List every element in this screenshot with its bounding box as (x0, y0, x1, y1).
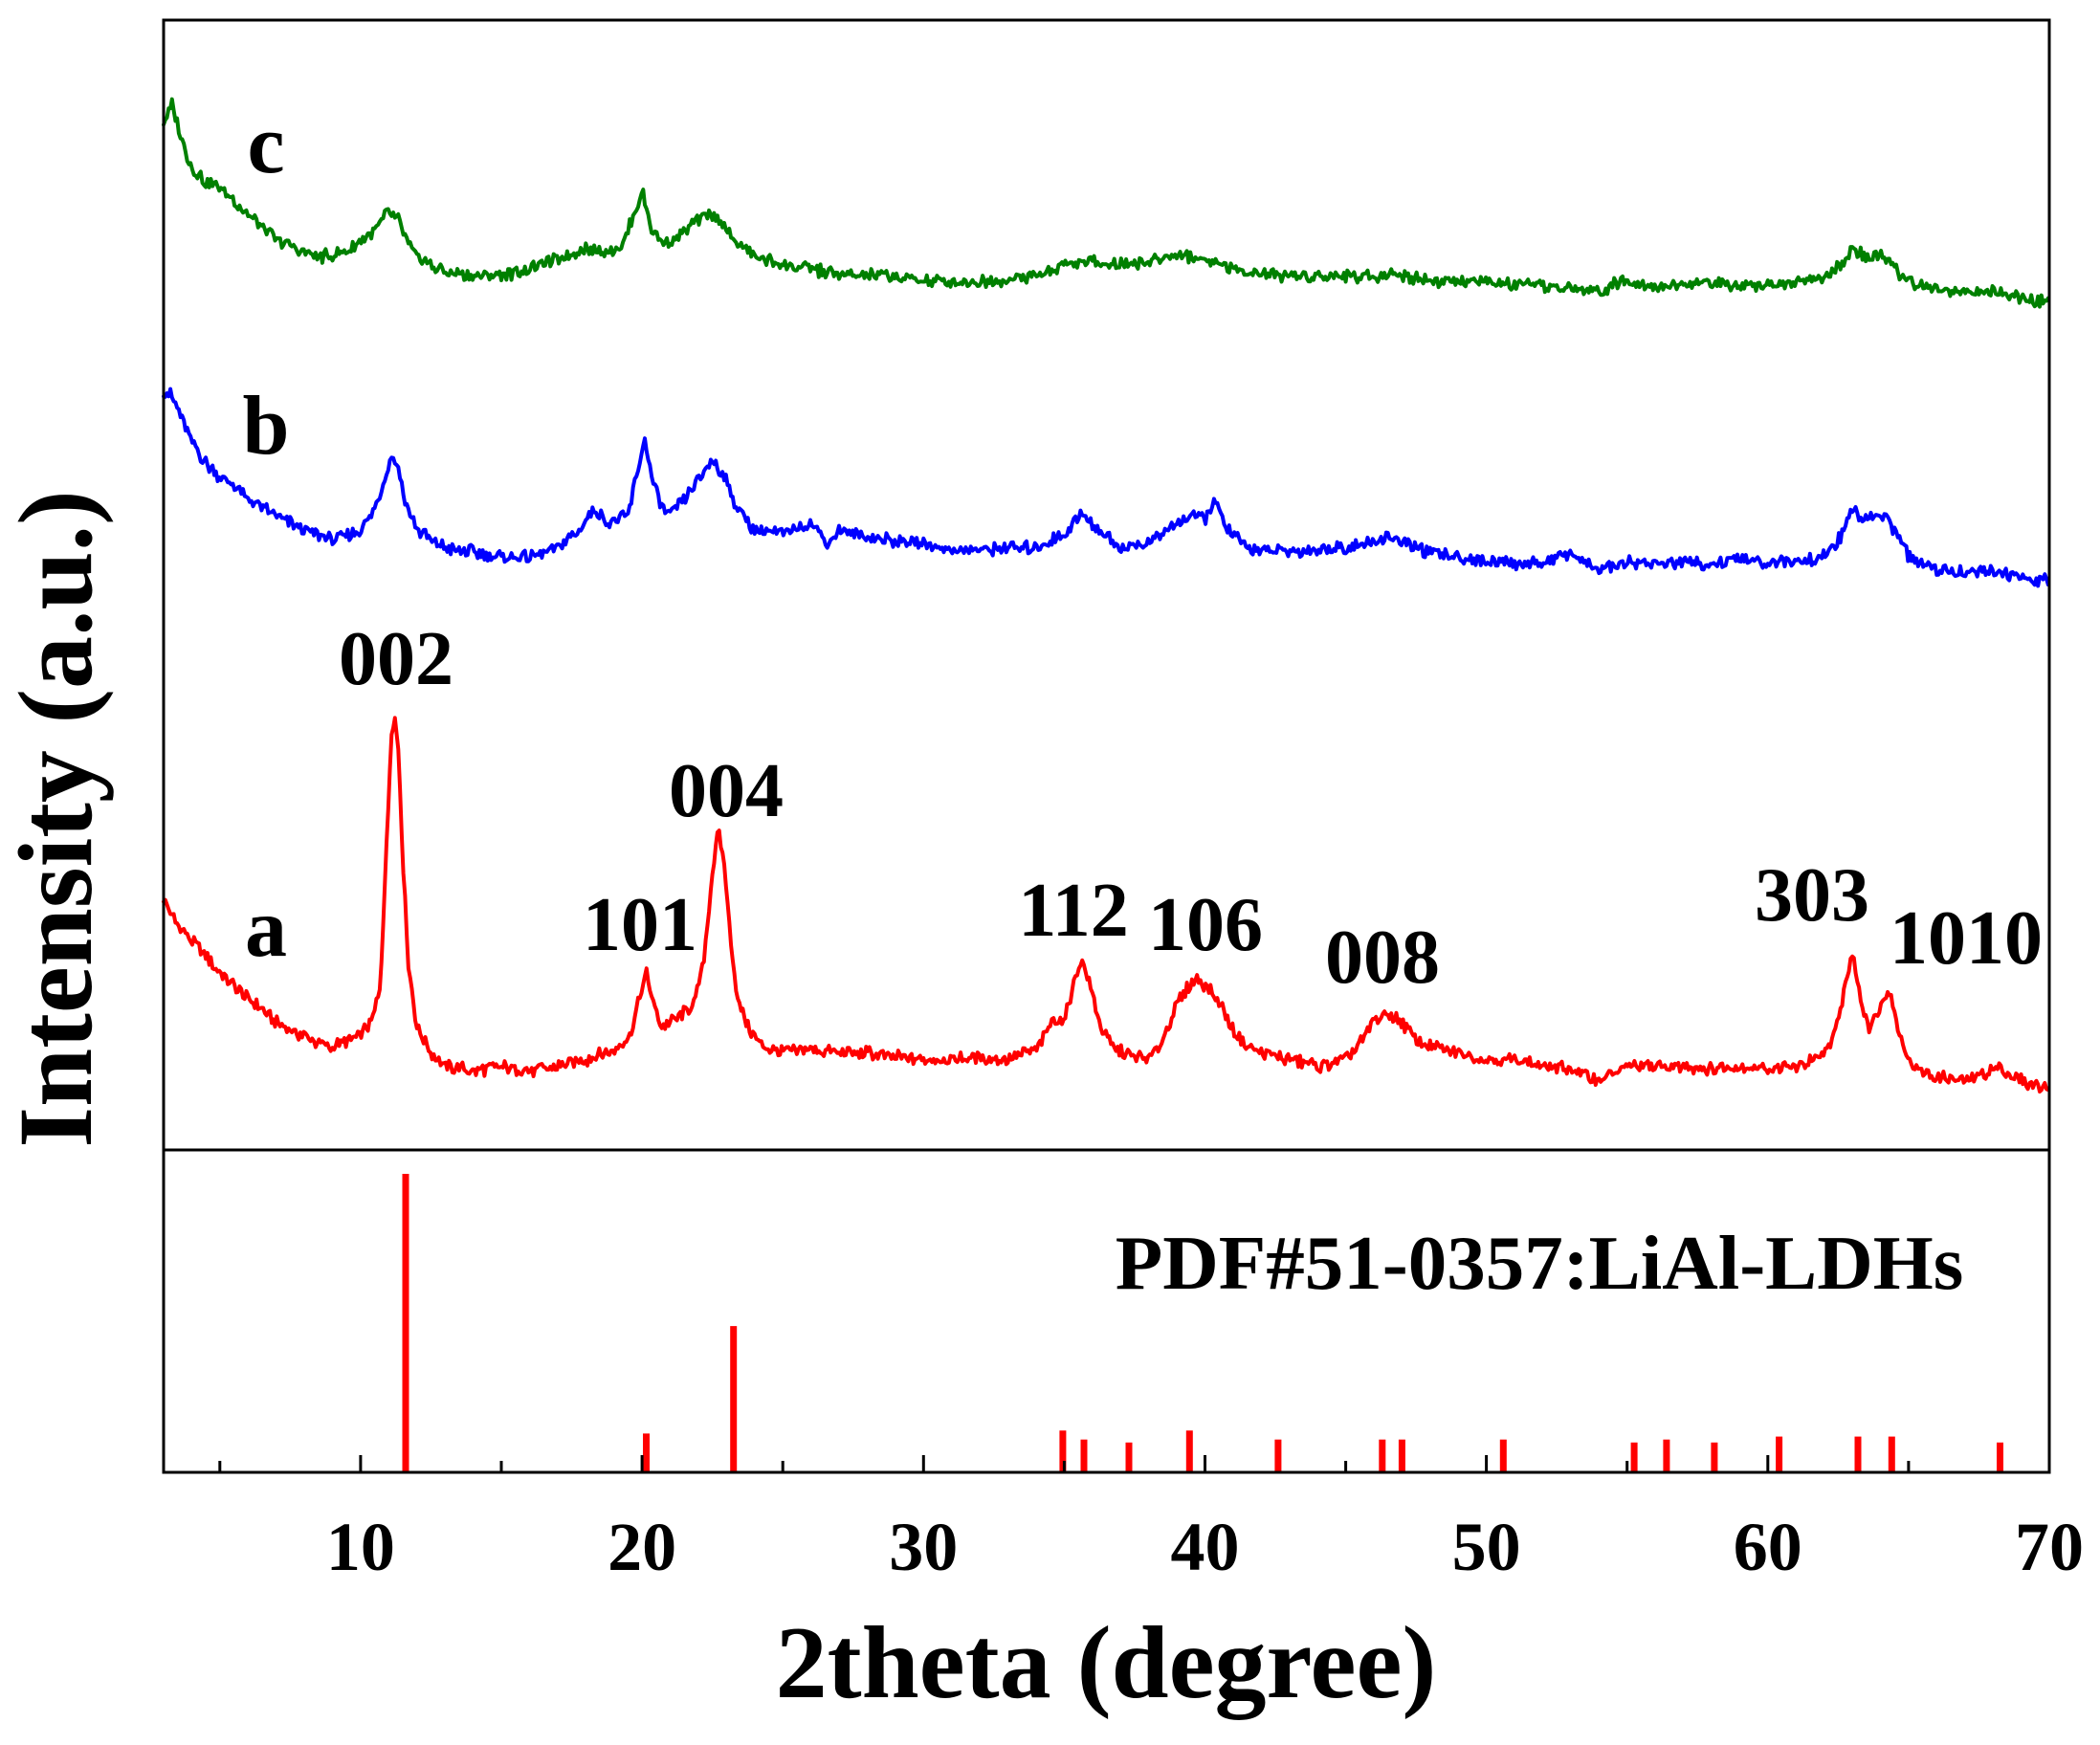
reference-stick (643, 1433, 650, 1472)
x-axis-ticks (218, 1455, 2051, 1472)
reference-stick (1776, 1436, 1783, 1472)
reference-pattern-label: PDF#51-0357:LiAl-LDHs (1116, 1220, 1963, 1306)
reference-panel-frame (162, 1148, 2051, 1474)
peak-label-303: 303 (1755, 853, 1869, 938)
reference-stick (1398, 1439, 1405, 1472)
x-tick-label: 70 (2015, 1509, 2084, 1585)
reference-pattern-sticks (402, 1174, 2003, 1472)
reference-stick (1379, 1439, 1386, 1472)
series-c-line (162, 97, 2050, 309)
series-label-c: c (247, 99, 284, 191)
reference-stick (1274, 1439, 1282, 1472)
x-tick-label: 10 (326, 1509, 395, 1585)
peak-label-1010: 1010 (1890, 896, 2043, 981)
reference-stick (1185, 1430, 1193, 1472)
peak-label-101: 101 (583, 883, 697, 967)
series-label-b: b (243, 380, 290, 473)
series-label-a: a (245, 882, 287, 975)
reference-stick (1888, 1436, 1895, 1472)
reference-stick (1854, 1436, 1862, 1472)
x-axis-tick-labels: 10 20 30 40 50 60 70 (326, 1509, 2084, 1585)
x-tick-label: 50 (1452, 1509, 1521, 1585)
peak-label-106: 106 (1148, 883, 1263, 967)
x-tick-label: 60 (1734, 1509, 1802, 1585)
reference-stick (730, 1326, 738, 1472)
series-a-line (162, 716, 2050, 1093)
x-tick-label: 40 (1171, 1509, 1240, 1585)
y-axis-title: Intensity (a.u.) (0, 490, 114, 1148)
reference-stick (1080, 1439, 1088, 1472)
reference-stick (1499, 1439, 1507, 1472)
x-tick-label: 20 (608, 1509, 676, 1585)
reference-stick (1125, 1442, 1133, 1472)
peak-label-004: 004 (669, 749, 784, 833)
diffraction-patterns (162, 97, 2050, 1093)
reference-stick (1630, 1442, 1638, 1472)
series-b-line (162, 387, 2050, 588)
reference-stick (1997, 1442, 2003, 1472)
reference-stick (1663, 1439, 1670, 1472)
reference-stick (1711, 1442, 1718, 1472)
reference-stick (1059, 1430, 1067, 1472)
x-axis-title: 2theta (degree) (776, 1606, 1437, 1720)
peak-label-008: 008 (1325, 916, 1440, 1000)
peak-label-112: 112 (1018, 869, 1129, 953)
reference-stick (402, 1174, 409, 1472)
peak-label-002: 002 (339, 617, 453, 701)
x-tick-label: 30 (889, 1509, 958, 1585)
